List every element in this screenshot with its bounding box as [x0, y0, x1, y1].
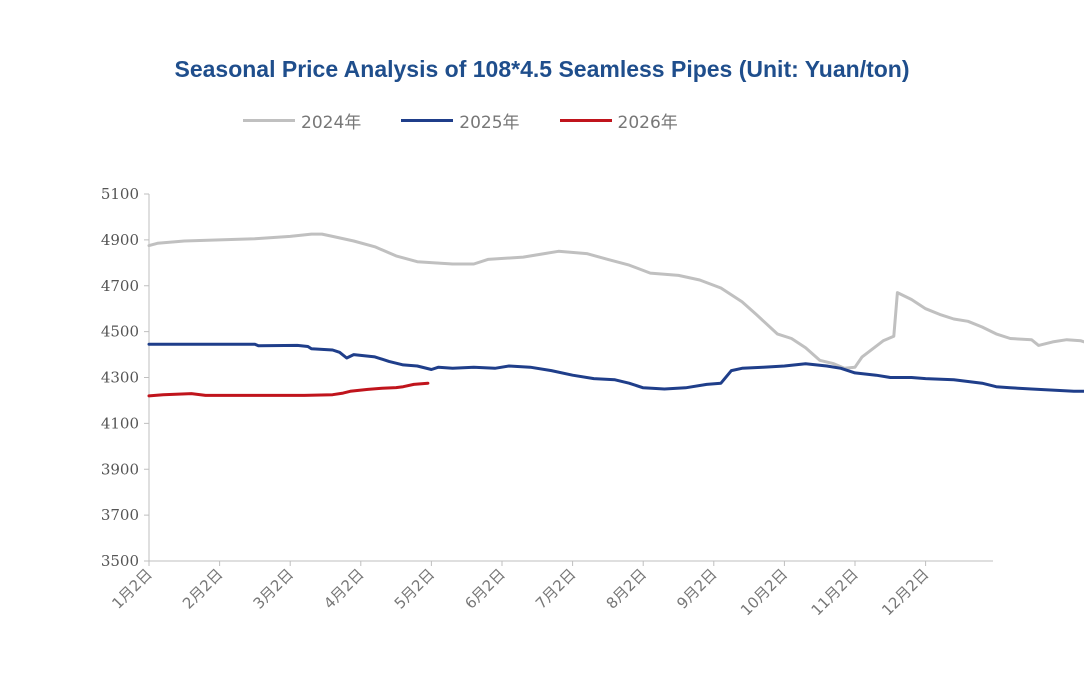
legend-label-2024: 2024年	[301, 112, 362, 133]
x-tick-label: 3月2日	[250, 565, 297, 612]
legend-item-2024: 2024年	[243, 108, 361, 133]
y-tick-label: 4700	[101, 277, 139, 295]
y-tick-label: 3700	[101, 506, 139, 524]
chart-legend: 2024年 2025年 2026年	[243, 108, 718, 133]
x-tick-label: 6月2日	[461, 565, 508, 612]
x-tick-label: 1月2日	[108, 565, 155, 612]
legend-swatch-2024	[243, 118, 295, 122]
chart-title: Seasonal Price Analysis of 108*4.5 Seaml…	[174, 56, 910, 82]
x-tick-label: 10月2日	[737, 565, 791, 619]
series-line-1	[147, 342, 1084, 393]
x-tick-label: 2月2日	[179, 565, 226, 612]
x-tick-label: 11月2日	[808, 565, 862, 619]
y-tick-label: 5100	[101, 185, 139, 203]
y-tick-label: 3500	[101, 552, 139, 570]
x-tick-label: 7月2日	[532, 565, 579, 612]
legend-item-2025: 2025年	[401, 108, 520, 133]
x-tick-label: 4月2日	[320, 565, 367, 612]
y-tick-label: 4300	[101, 369, 139, 387]
y-tick-label: 4900	[101, 231, 139, 249]
legend-swatch-2025	[401, 118, 454, 122]
series-line-2	[147, 381, 430, 398]
x-tick-label: 12月2日	[878, 565, 932, 619]
legend-label-2026: 2026年	[617, 112, 678, 133]
x-tick-label: 8月2日	[603, 565, 650, 612]
x-tick-label: 5月2日	[391, 565, 438, 612]
x-tick-label: 9月2日	[673, 565, 720, 612]
series-line-0	[147, 232, 1084, 370]
y-tick-label: 4500	[101, 323, 139, 341]
legend-swatch-2026	[559, 118, 612, 122]
legend-item-2026: 2026年	[559, 108, 678, 133]
legend-label-2025: 2025年	[459, 112, 520, 133]
y-tick-label: 3900	[101, 460, 139, 478]
y-tick-label: 4100	[101, 414, 139, 432]
